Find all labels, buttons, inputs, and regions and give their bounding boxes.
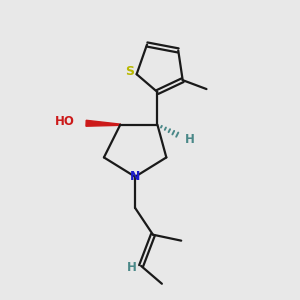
Text: N: N bbox=[130, 170, 140, 183]
Text: S: S bbox=[126, 65, 135, 78]
Text: H: H bbox=[127, 261, 136, 274]
Text: HO: HO bbox=[55, 115, 75, 128]
Text: H: H bbox=[185, 133, 195, 146]
Polygon shape bbox=[86, 120, 120, 126]
